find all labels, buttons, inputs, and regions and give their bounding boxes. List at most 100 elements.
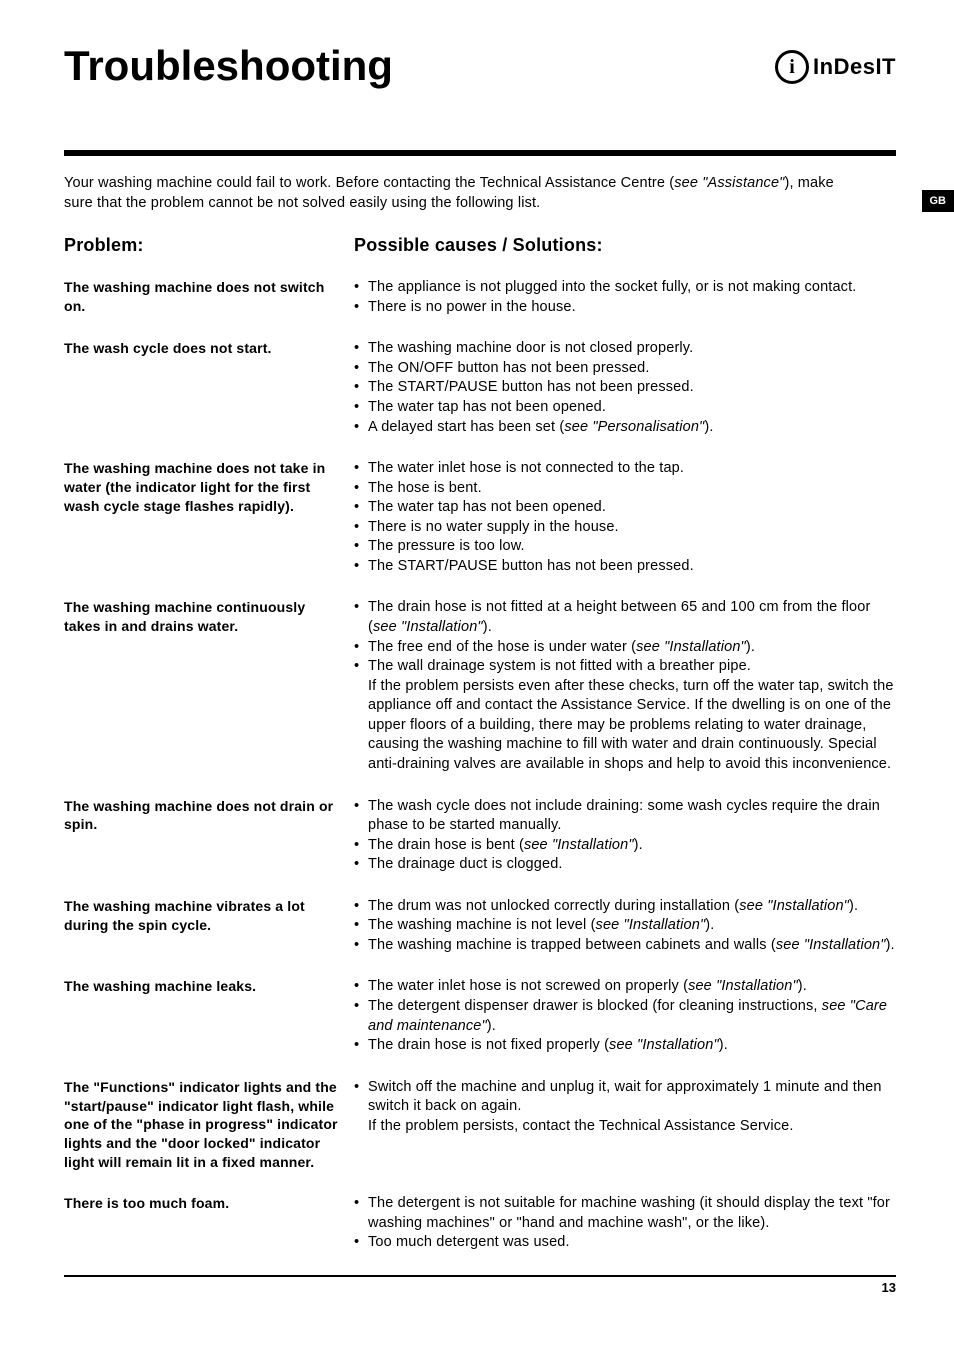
solution-bullet: •The water inlet hose is not connected t…: [354, 459, 896, 479]
solution-list: •Switch off the machine and unplug it, w…: [354, 1078, 896, 1172]
solution-list: •The washing machine door is not closed …: [354, 339, 896, 437]
problem-text: The "Functions" indicator lights and the…: [64, 1078, 354, 1172]
column-headers: Problem: Possible causes / Solutions:: [64, 235, 896, 278]
solution-text: The washing machine door is not closed p…: [368, 339, 896, 359]
solution-list: •The water inlet hose is not screwed on …: [354, 977, 896, 1055]
header-rule: [64, 150, 896, 156]
language-tab: GB: [922, 190, 954, 212]
solution-bullet: •The washing machine is trapped between …: [354, 936, 896, 956]
bullet-icon: •: [354, 936, 368, 956]
solution-text: The drain hose is not fitted at a height…: [368, 598, 896, 637]
bullet-icon: •: [354, 836, 368, 856]
solution-paragraph: If the problem persists, contact the Tec…: [354, 1117, 896, 1137]
solutions-header: Possible causes / Solutions:: [354, 235, 896, 256]
problem-header: Problem:: [64, 235, 354, 256]
solution-text: The detergent dispenser drawer is blocke…: [368, 997, 896, 1036]
solution-text: The appliance is not plugged into the so…: [368, 278, 896, 298]
bullet-icon: •: [354, 997, 368, 1036]
footer-rule: [64, 1275, 896, 1277]
page-number: 13: [882, 1280, 896, 1295]
troubleshoot-row: The washing machine does not take in wat…: [64, 459, 896, 576]
problem-text: The wash cycle does not start.: [64, 339, 354, 437]
solution-text: The water inlet hose is not screwed on p…: [368, 977, 896, 997]
solution-text: The detergent is not suitable for machin…: [368, 1194, 896, 1233]
solution-text: The drain hose is not fixed properly (se…: [368, 1036, 896, 1056]
solution-bullet: •There is no water supply in the house.: [354, 518, 896, 538]
bullet-icon: •: [354, 459, 368, 479]
solution-bullet: •The pressure is too low.: [354, 537, 896, 557]
solution-bullet: •The drainage duct is clogged.: [354, 855, 896, 875]
page-header: Troubleshooting i InDesIT: [64, 42, 896, 90]
solution-bullet: •The hose is bent.: [354, 479, 896, 499]
solution-text: A delayed start has been set (see "Perso…: [368, 418, 896, 438]
solution-list: •The water inlet hose is not connected t…: [354, 459, 896, 576]
solution-text: There is no power in the house.: [368, 298, 896, 318]
troubleshoot-row: The washing machine continuously takes i…: [64, 598, 896, 774]
solution-bullet: •The detergent is not suitable for machi…: [354, 1194, 896, 1233]
solution-text: The wash cycle does not include draining…: [368, 797, 896, 836]
problem-text: The washing machine continuously takes i…: [64, 598, 354, 774]
solution-list: •The drum was not unlocked correctly dur…: [354, 897, 896, 956]
solution-bullet: •The drum was not unlocked correctly dur…: [354, 897, 896, 917]
troubleshoot-row: The washing machine leaks.•The water inl…: [64, 977, 896, 1055]
solution-text: The drainage duct is clogged.: [368, 855, 896, 875]
bullet-icon: •: [354, 498, 368, 518]
solution-bullet: •The washing machine door is not closed …: [354, 339, 896, 359]
solution-bullet: •The drain hose is not fixed properly (s…: [354, 1036, 896, 1056]
bullet-icon: •: [354, 378, 368, 398]
solution-bullet: •Too much detergent was used.: [354, 1233, 896, 1253]
bullet-icon: •: [354, 518, 368, 538]
problem-text: The washing machine vibrates a lot durin…: [64, 897, 354, 956]
problem-text: The washing machine does not drain or sp…: [64, 797, 354, 875]
solution-list: •The detergent is not suitable for machi…: [354, 1194, 896, 1253]
bullet-icon: •: [354, 1036, 368, 1056]
solution-bullet: •The water tap has not been opened.: [354, 498, 896, 518]
bullet-icon: •: [354, 1233, 368, 1253]
bullet-icon: •: [354, 278, 368, 298]
solution-bullet: •The drain hose is not fitted at a heigh…: [354, 598, 896, 637]
solution-bullet: •The free end of the hose is under water…: [354, 638, 896, 658]
bullet-icon: •: [354, 359, 368, 379]
solution-bullet: •The wash cycle does not include drainin…: [354, 797, 896, 836]
troubleshoot-row: The washing machine does not drain or sp…: [64, 797, 896, 875]
solution-bullet: •The washing machine is not level (see "…: [354, 916, 896, 936]
brand-logo: i InDesIT: [775, 50, 896, 84]
solution-bullet: •The START/PAUSE button has not been pre…: [354, 378, 896, 398]
intro-text: Your washing machine could fail to work.…: [64, 174, 896, 213]
bullet-icon: •: [354, 479, 368, 499]
solution-bullet: •The wall drainage system is not fitted …: [354, 657, 896, 677]
troubleshoot-row: The washing machine vibrates a lot durin…: [64, 897, 896, 956]
solution-text: The wall drainage system is not fitted w…: [368, 657, 896, 677]
solution-text: There is no water supply in the house.: [368, 518, 896, 538]
solution-text: The water tap has not been opened.: [368, 398, 896, 418]
solution-text: The washing machine is trapped between c…: [368, 936, 896, 956]
solution-paragraph: If the problem persists even after these…: [354, 677, 896, 775]
solution-text: The ON/OFF button has not been pressed.: [368, 359, 896, 379]
solution-text: Too much detergent was used.: [368, 1233, 896, 1253]
page: Troubleshooting i InDesIT GB Your washin…: [0, 0, 954, 1317]
problem-text: The washing machine does not switch on.: [64, 278, 354, 317]
solution-bullet: •The drain hose is bent (see "Installati…: [354, 836, 896, 856]
bullet-icon: •: [354, 897, 368, 917]
solution-bullet: •The START/PAUSE button has not been pre…: [354, 557, 896, 577]
bullet-icon: •: [354, 339, 368, 359]
solution-text: The START/PAUSE button has not been pres…: [368, 557, 896, 577]
solution-bullet: •The ON/OFF button has not been pressed.: [354, 359, 896, 379]
bullet-icon: •: [354, 638, 368, 658]
bullet-icon: •: [354, 1194, 368, 1233]
bullet-icon: •: [354, 797, 368, 836]
solution-text: The hose is bent.: [368, 479, 896, 499]
solution-text: The START/PAUSE button has not been pres…: [368, 378, 896, 398]
solution-list: •The wash cycle does not include drainin…: [354, 797, 896, 875]
solution-text: Switch off the machine and unplug it, wa…: [368, 1078, 896, 1117]
solution-bullet: •The appliance is not plugged into the s…: [354, 278, 896, 298]
brand-info-icon: i: [775, 50, 809, 84]
solution-text: The drum was not unlocked correctly duri…: [368, 897, 896, 917]
brand-name: InDesIT: [813, 54, 896, 80]
solution-bullet: •The water tap has not been opened.: [354, 398, 896, 418]
problem-text: The washing machine does not take in wat…: [64, 459, 354, 576]
problem-text: The washing machine leaks.: [64, 977, 354, 1055]
solution-list: •The drain hose is not fitted at a heigh…: [354, 598, 896, 774]
solution-bullet: •The detergent dispenser drawer is block…: [354, 997, 896, 1036]
troubleshoot-row: The wash cycle does not start.•The washi…: [64, 339, 896, 437]
